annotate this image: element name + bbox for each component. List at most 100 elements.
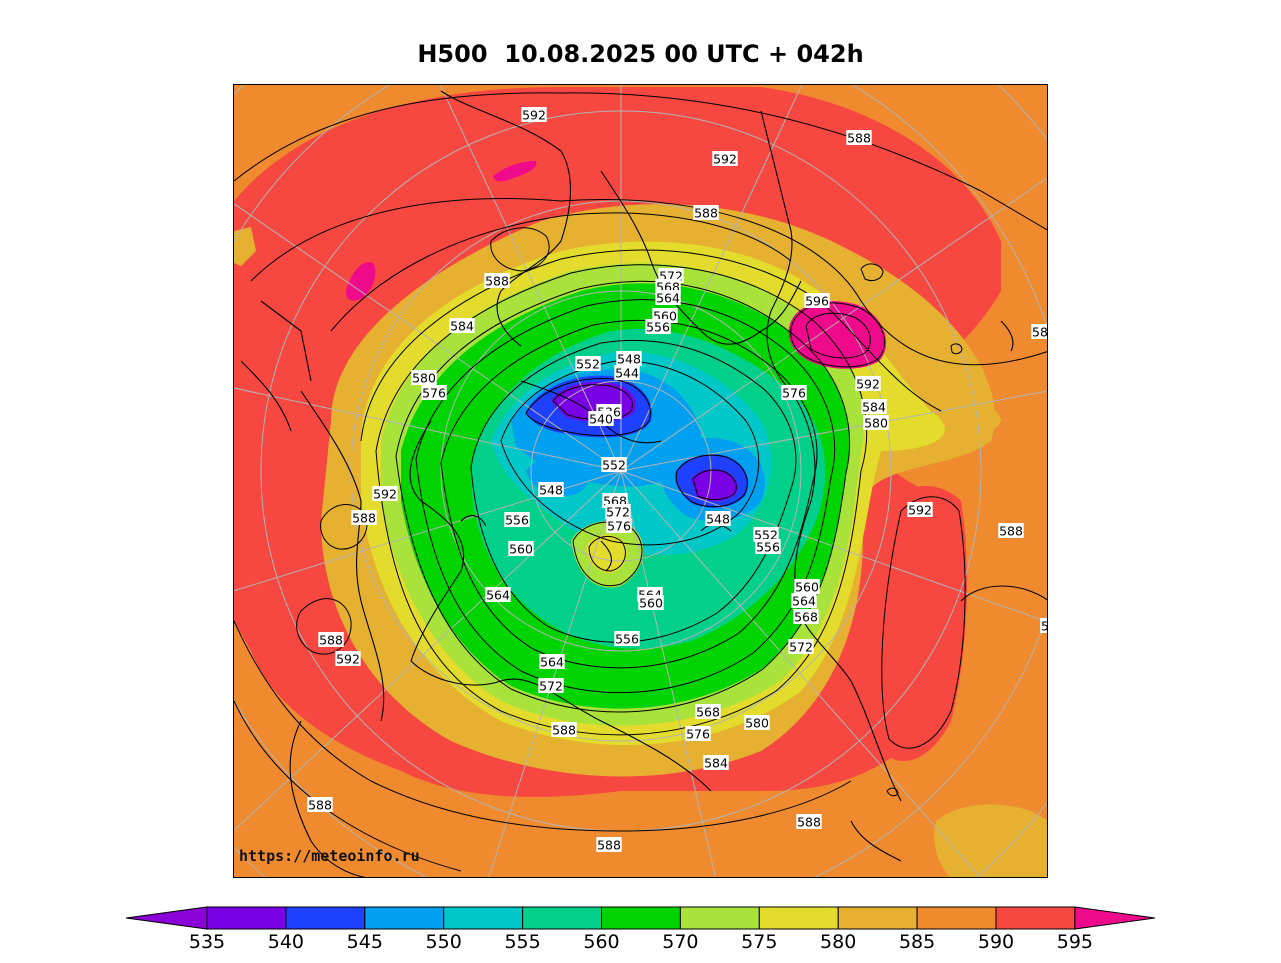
contour-label: 556 [756,540,780,555]
contour-label-bg [575,356,601,371]
contour-label: 588 [308,798,332,813]
contour-label-bg [335,651,361,666]
colorbar-tick-label: 550 [425,931,462,953]
zone-540-east [691,469,738,502]
contour-label: 588 [694,206,718,221]
contour-label: 580 [745,716,769,731]
contour-label-bg [614,365,640,380]
map-panel: 592 592 588 588 588 584 572 568 564 560 556 596 58 58… [233,84,1048,878]
colorbar-cell [601,906,681,930]
contour-label-bg [907,502,933,517]
colorbar-tick-label: 590 [977,931,1015,953]
contour-label: 552 [602,458,626,473]
zone-590-blob-north [493,161,537,182]
contour-label-bg [998,523,1024,538]
colorbar-cell [364,906,445,930]
contour-label: 584 [450,319,474,334]
contour-label: 592 [522,108,546,123]
contour-label-bg [645,319,671,334]
colorbar [126,906,1155,930]
contour-label-bg [605,504,631,519]
chart-title: H500 10.08.2025 00 UTC + 042h [417,40,864,68]
contour-label-bg [855,376,881,391]
contour-label-bg [712,151,738,166]
colorbar-tick-label: 560 [583,931,620,953]
contour-label: 556 [505,513,529,528]
height-fill-zones [234,87,1047,877]
contour-label: 576 [686,727,710,742]
contour-label: 592 [908,503,932,518]
contour-label: 552 [576,357,600,372]
colorbar-cell [443,906,524,930]
contour-label-bg [538,482,564,497]
contour-label: 552 [754,528,778,543]
contour-label-bg [744,715,770,730]
colorbar-extend-min [126,906,208,930]
colorbar-tick-label: 540 [267,931,305,953]
contour-label: 572 [606,505,630,520]
contour-label: 580 [412,371,436,386]
contour-label-bg [521,107,547,122]
contour-label: 560 [639,596,663,611]
contour-label: 588 [797,815,821,830]
colorbar-cell [758,906,839,930]
zone-585-southeast [934,804,1047,877]
colorbar-tick-label: 535 [188,931,226,953]
contour-label: 596 [805,294,829,309]
contour-label: 556 [615,632,639,647]
colorbar-cell [206,906,287,930]
contour-label-bg [539,654,565,669]
contour-label-bg [705,511,731,526]
contour-label-bg [614,631,640,646]
zone-585-west [234,227,256,266]
colorbar-tick-label: 580 [820,931,857,953]
contour-label: 564 [540,655,564,670]
contour-label: 560 [509,542,533,557]
contour-label-bg [1040,618,1047,633]
contour-label-bg [484,273,510,288]
colorbar-tick-label: 585 [898,931,936,953]
colorbar-tick-label: 570 [662,931,699,953]
contour-label-bg [788,639,814,654]
contour-label: 58 [1032,325,1048,340]
contour-label-bg [538,678,564,693]
contour-label: 588 [999,524,1023,539]
contour-label: 564 [656,291,680,306]
contour-label-bg [372,486,398,501]
contour-label-bg [588,411,614,426]
contour-label-bg [485,587,511,602]
contour-label-bg [596,837,622,852]
contour-label-bg [796,814,822,829]
contour-label-bg [703,755,729,770]
watermark-url: https://meteoinfo.ru [239,847,420,865]
colorbar-extend-max [1074,906,1155,930]
contour-label-bg [804,293,830,308]
colorbar-cell [995,906,1076,930]
contour-label: 548 [706,512,730,527]
contour-label-bg [755,539,781,554]
contour-label: 572 [789,640,813,655]
contour-label-bg [781,385,807,400]
contour-label: 560 [795,580,819,595]
colorbar-cell [285,906,366,930]
contour-label: 5 [1041,619,1048,634]
contour-label: 592 [713,152,737,167]
contour-label: 568 [794,610,818,625]
contour-label: 584 [862,400,886,415]
contour-label-bg [791,593,817,608]
geopotential-field: 592 592 588 588 588 584 572 568 564 560 556 596 58 58… [234,85,1048,877]
colorbar-cell [522,906,603,930]
contour-label-bg [449,318,475,333]
contour-label-bg [318,632,344,647]
contour-label: 564 [486,588,510,603]
contour-label-bg [793,609,819,624]
contour-label: 568 [696,705,720,720]
contour-label: 544 [615,366,639,381]
contour-label-bg [616,351,642,366]
colorbar-cell [679,906,760,930]
contour-label: 588 [352,511,376,526]
zone-590-blob-west [345,262,376,301]
zone-580-cutoff [586,534,627,573]
contour-label: 576 [607,519,631,534]
contour-label-bg [508,541,534,556]
